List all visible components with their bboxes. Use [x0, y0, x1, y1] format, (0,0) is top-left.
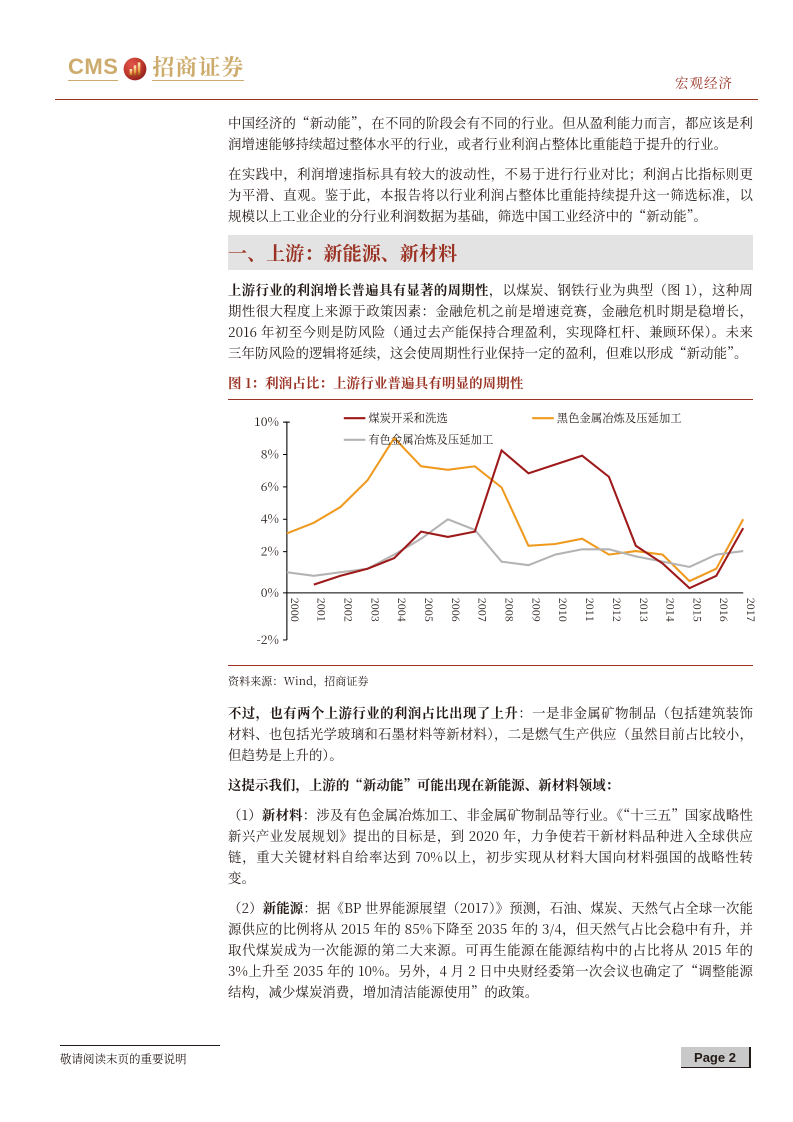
svg-text:-2%: -2%	[256, 630, 279, 648]
svg-text:2000: 2000	[287, 598, 302, 622]
svg-text:2013: 2013	[636, 598, 651, 622]
svg-text:10%: 10%	[254, 412, 279, 430]
svg-text:黑色金属冶炼及压延加工: 黑色金属冶炼及压延加工	[557, 410, 682, 426]
svg-text:2001: 2001	[314, 598, 329, 622]
svg-text:2015: 2015	[689, 598, 704, 622]
svg-text:2014: 2014	[663, 598, 678, 622]
svg-text:6%: 6%	[261, 477, 279, 495]
svg-text:2017: 2017	[743, 598, 758, 622]
svg-text:煤炭开采和洗选: 煤炭开采和洗选	[368, 410, 448, 426]
svg-text:2010: 2010	[555, 598, 570, 622]
svg-text:2002: 2002	[340, 598, 355, 622]
svg-text:2012: 2012	[609, 598, 624, 622]
svg-text:2004: 2004	[394, 598, 409, 622]
svg-text:2006: 2006	[448, 598, 463, 622]
svg-text:2008: 2008	[502, 598, 517, 622]
svg-text:2016: 2016	[716, 598, 731, 622]
svg-text:2007: 2007	[475, 598, 490, 622]
svg-text:0%: 0%	[261, 583, 279, 601]
svg-text:2011: 2011	[582, 598, 597, 622]
svg-text:2003: 2003	[367, 598, 382, 622]
svg-text:2%: 2%	[261, 542, 279, 560]
svg-text:4%: 4%	[261, 509, 279, 527]
svg-text:2009: 2009	[528, 598, 543, 622]
svg-text:8%: 8%	[261, 444, 279, 462]
svg-text:有色金属冶炼及压延加工: 有色金属冶炼及压延加工	[368, 432, 493, 448]
svg-text:2005: 2005	[421, 598, 436, 622]
